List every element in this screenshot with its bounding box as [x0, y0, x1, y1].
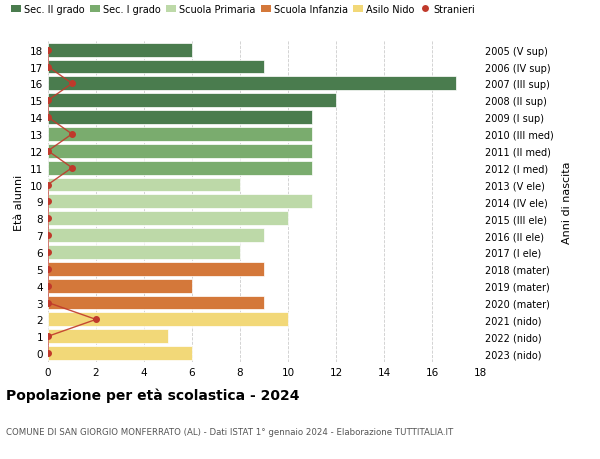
Bar — [48, 313, 288, 327]
Point — [43, 97, 53, 105]
Bar — [48, 279, 192, 293]
Bar — [48, 128, 312, 141]
Bar — [48, 94, 336, 108]
Text: COMUNE DI SAN GIORGIO MONFERRATO (AL) - Dati ISTAT 1° gennaio 2024 - Elaborazion: COMUNE DI SAN GIORGIO MONFERRATO (AL) - … — [6, 427, 453, 436]
Bar — [48, 229, 264, 242]
Point — [67, 165, 77, 172]
Point — [43, 249, 53, 256]
Y-axis label: Età alunni: Età alunni — [14, 174, 25, 230]
Point — [43, 47, 53, 54]
Point — [43, 64, 53, 71]
Bar — [48, 347, 192, 360]
Bar — [48, 61, 264, 74]
Bar — [48, 263, 264, 276]
Y-axis label: Anni di nascita: Anni di nascita — [562, 161, 572, 243]
Bar — [48, 77, 456, 91]
Point — [43, 148, 53, 155]
Bar — [48, 330, 168, 343]
Point — [43, 350, 53, 357]
Bar — [48, 246, 240, 259]
Point — [91, 316, 101, 324]
Bar — [48, 111, 312, 125]
Text: Popolazione per età scolastica - 2024: Popolazione per età scolastica - 2024 — [6, 388, 299, 403]
Bar — [48, 195, 312, 209]
Bar — [48, 178, 240, 192]
Point — [43, 181, 53, 189]
Legend: Sec. II grado, Sec. I grado, Scuola Primaria, Scuola Infanzia, Asilo Nido, Stran: Sec. II grado, Sec. I grado, Scuola Prim… — [11, 5, 475, 15]
Bar — [48, 212, 288, 226]
Point — [43, 114, 53, 122]
Point — [67, 131, 77, 138]
Point — [67, 80, 77, 88]
Bar — [48, 44, 192, 57]
Point — [43, 333, 53, 340]
Point — [43, 299, 53, 307]
Point — [43, 232, 53, 239]
Point — [43, 282, 53, 290]
Point — [43, 215, 53, 223]
Bar — [48, 162, 312, 175]
Point — [43, 198, 53, 206]
Bar — [48, 296, 264, 310]
Point — [43, 266, 53, 273]
Bar — [48, 145, 312, 158]
